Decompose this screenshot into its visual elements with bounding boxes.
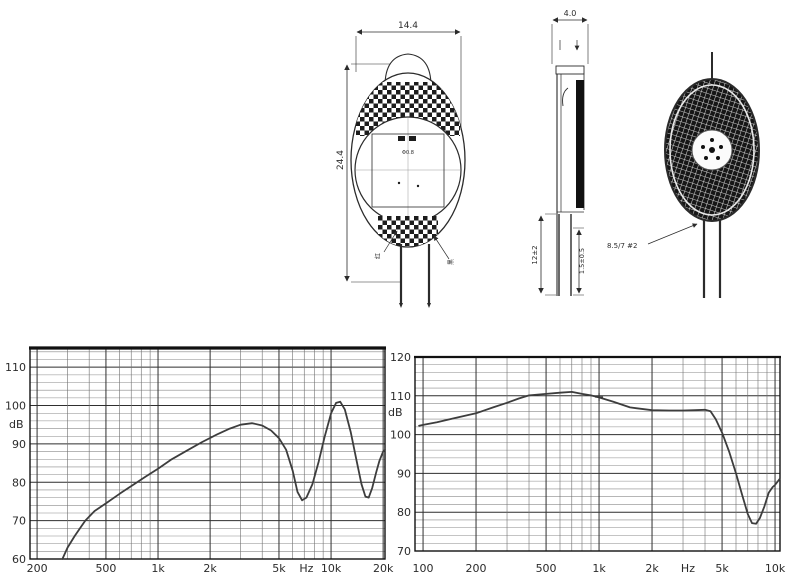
y-tick-label: 80: [397, 506, 411, 519]
technical-drawing: Φ0.8 红 黑 14.4 24.4: [336, 9, 760, 308]
y-tick-label: 100: [5, 400, 26, 413]
x-tick-label: 10k: [321, 562, 342, 575]
back-note-leader: [647, 223, 698, 245]
x-tick-label: 1k: [151, 562, 165, 575]
y-tick-label: 70: [12, 515, 26, 528]
y-tick-label: 90: [12, 438, 26, 451]
y-tick-label: 100: [390, 429, 411, 442]
back-view: 8.5/7 #2: [607, 52, 760, 298]
side-view: 4.0 12±2 1.5±0.5: [531, 9, 589, 296]
x-tick-label: 100: [413, 562, 434, 575]
front-dim-height: 24.4: [336, 150, 346, 170]
y-tick-label: 90: [397, 467, 411, 480]
back-inner-ring: [669, 84, 755, 216]
x-tick-label: 5k: [272, 562, 286, 575]
x-tick-label: 200: [466, 562, 487, 575]
x-axis-unit-label: Hz: [681, 562, 695, 575]
x-tick-label: 200: [27, 562, 48, 575]
y-tick-label: 70: [397, 545, 411, 558]
x-tick-label: 20k: [373, 562, 394, 575]
y-tick-label: 110: [5, 361, 26, 374]
front-inner-rect: [371, 133, 445, 208]
front-dome: [384, 53, 432, 87]
curve-marker: [595, 392, 604, 401]
y-tick-label: 110: [390, 390, 411, 403]
front-lead-label-left: 红: [374, 253, 382, 259]
x-tick-label: 500: [95, 562, 116, 575]
side-magnet-bar: [576, 80, 584, 208]
front-dim-width: 14.4: [398, 21, 418, 31]
front-view: Φ0.8 红 黑 14.4 24.4: [336, 21, 466, 308]
front-center-label: Φ0.8: [402, 150, 414, 156]
response-curve: [418, 391, 781, 525]
x-tick-label: 10k: [765, 562, 786, 575]
y-axis-unit-label: dB: [9, 418, 24, 431]
side-dim-leadtip: 1.5±0.5: [578, 248, 586, 274]
response-curve: [61, 400, 386, 560]
y-tick-label: 120: [390, 351, 411, 364]
x-tick-label: 2k: [203, 562, 217, 575]
side-film-curl: [562, 87, 569, 107]
back-note: 8.5/7 #2: [607, 242, 638, 250]
side-top-cap: [555, 65, 585, 75]
x-tick-label: 2k: [645, 562, 659, 575]
plot-border: [414, 356, 781, 552]
x-tick-label: 1k: [592, 562, 606, 575]
y-tick-label: 80: [12, 476, 26, 489]
side-dim-leadlen: 12±2: [531, 245, 539, 264]
y-tick-label: 60: [12, 553, 26, 566]
x-tick-label: 500: [536, 562, 557, 575]
x-axis-unit-label: Hz: [299, 562, 313, 575]
y-axis-unit-label: dB: [388, 406, 403, 419]
x-tick-label: 5k: [715, 562, 729, 575]
front-lower-mesh: [378, 216, 438, 246]
side-dim-thickness: 4.0: [564, 9, 577, 18]
front-lead-label-right: 黑: [448, 259, 455, 265]
